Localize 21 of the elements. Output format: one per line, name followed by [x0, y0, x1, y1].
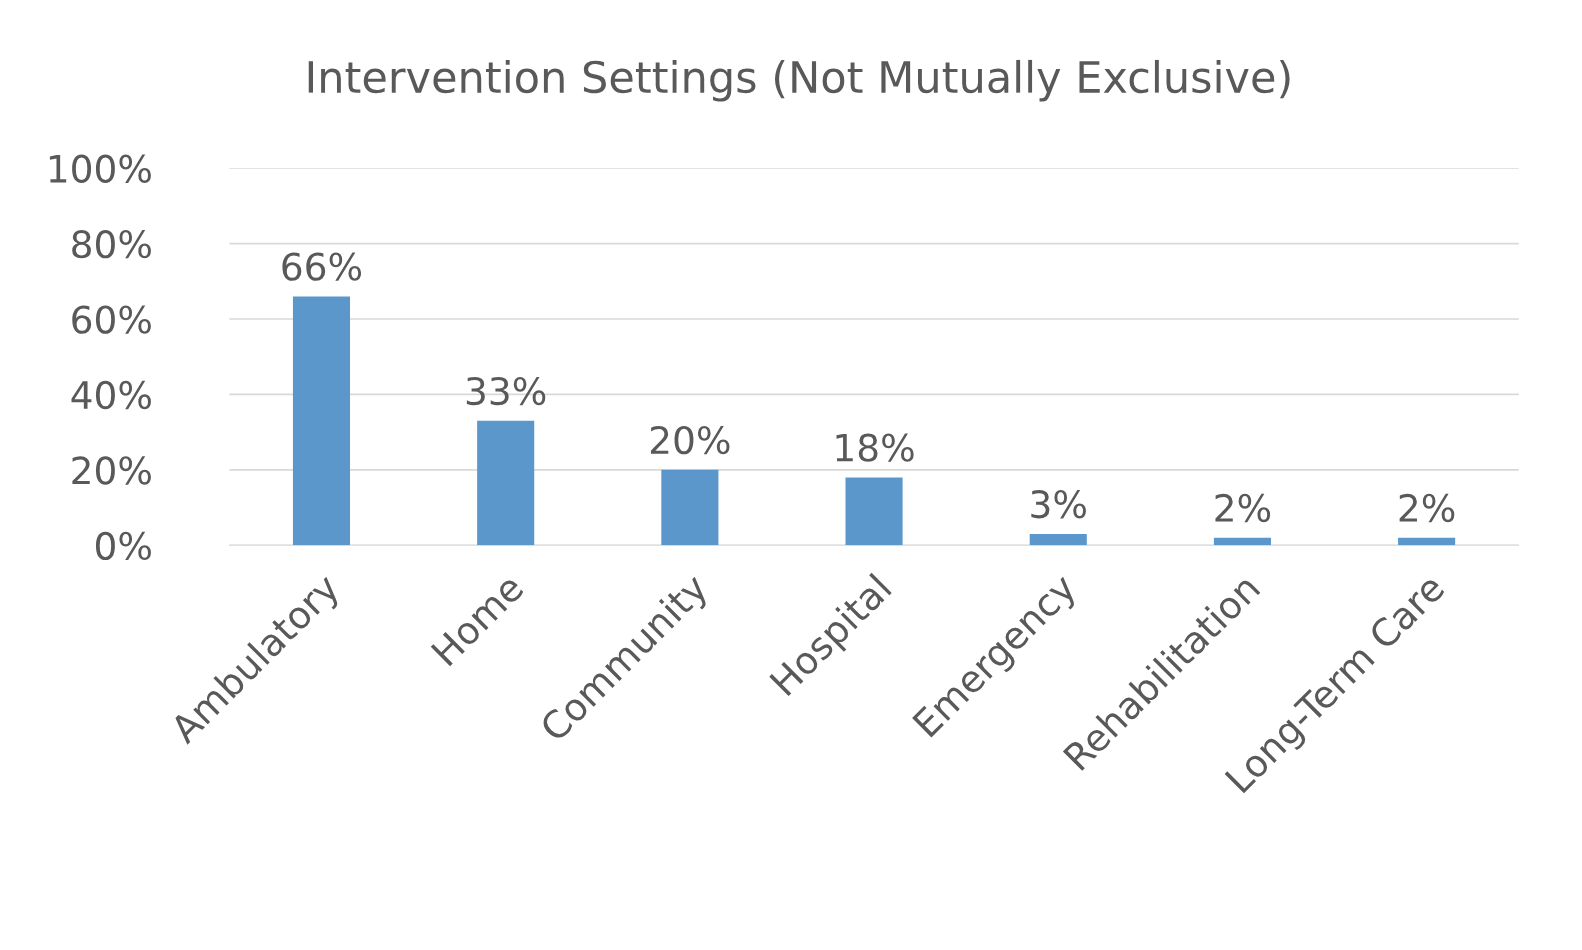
chart-title: Intervention Settings (Not Mutually Exclusive)	[308, 59, 1290, 102]
y-tick-label: 40%	[71, 380, 151, 410]
data-label: 2%	[1399, 493, 1455, 523]
data-label: 33%	[466, 376, 546, 406]
bar	[661, 469, 719, 546]
bar	[1398, 537, 1456, 546]
bar	[477, 420, 535, 546]
y-tick-label: 0%	[95, 531, 151, 561]
bar	[1213, 537, 1271, 546]
y-tick-label: 100%	[49, 154, 151, 183]
bar	[1029, 533, 1087, 546]
y-tick-label: 60%	[72, 305, 151, 334]
data-label: 66%	[282, 252, 362, 281]
bar	[845, 477, 903, 546]
data-label: 20%	[650, 425, 730, 455]
y-tick-label: 20%	[72, 456, 151, 485]
y-tick-label: 80%	[72, 230, 151, 259]
data-label: 3%	[1031, 490, 1086, 519]
data-label: 2%	[1215, 493, 1271, 523]
data-label: 18%	[836, 433, 914, 462]
bar	[292, 296, 351, 546]
